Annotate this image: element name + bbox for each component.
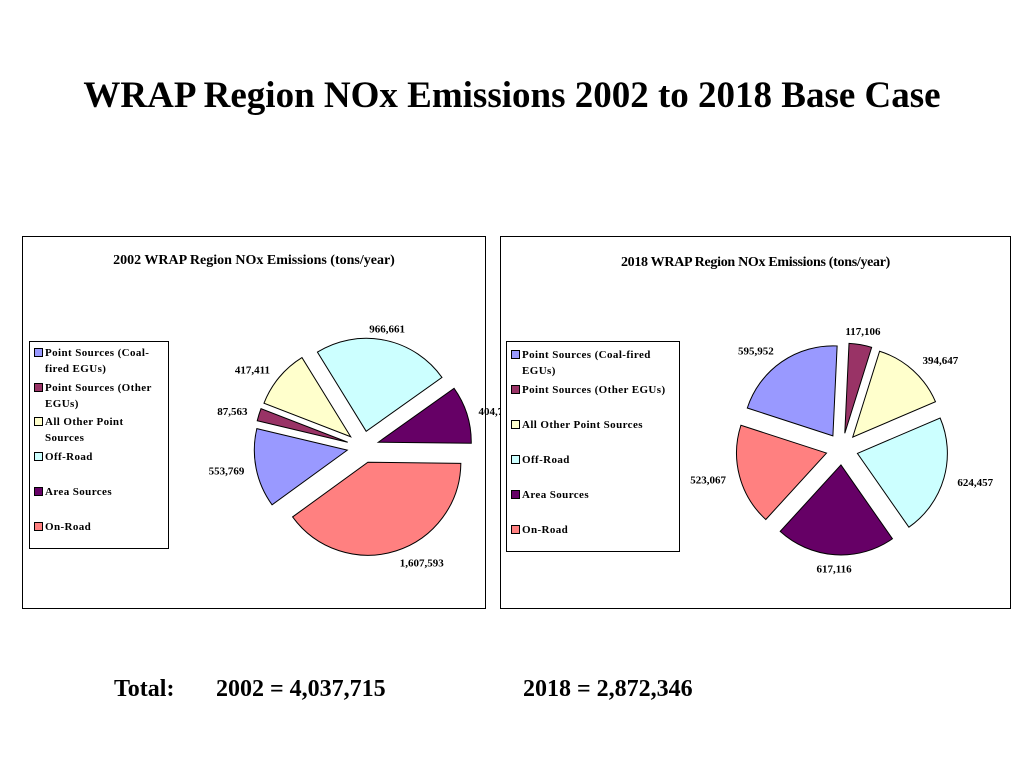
legend-item: Point Sources (Other EGUs) bbox=[34, 380, 162, 412]
legend-label: Off-Road bbox=[522, 454, 570, 466]
legend-item: Off-Road bbox=[34, 449, 162, 465]
data-label: 117,106 bbox=[845, 326, 881, 338]
legend-2018: Point Sources (Coal-fired EGUs) Point So… bbox=[506, 341, 680, 552]
data-label: 1,607,593 bbox=[400, 557, 445, 569]
data-label: 394,647 bbox=[922, 355, 958, 367]
data-label: 417,411 bbox=[235, 365, 270, 377]
legend-item: Off-Road bbox=[511, 452, 676, 468]
legend-swatch bbox=[511, 490, 520, 499]
legend-label: On-Road bbox=[45, 521, 92, 533]
total-label: Total: bbox=[114, 676, 175, 702]
pie-slice bbox=[736, 424, 828, 521]
data-label: 553,769 bbox=[209, 466, 245, 478]
pie-slice bbox=[844, 342, 873, 434]
legend-label: All Other Point Sources bbox=[522, 419, 643, 431]
legend-item: On-Road bbox=[34, 519, 162, 535]
pie-slice bbox=[746, 345, 838, 437]
chart-title-2018: 2018 WRAP Region NOx Emissions (tons/yea… bbox=[620, 255, 891, 270]
legend-2002: Point Sources (Coal-fired EGUs) Point So… bbox=[29, 341, 169, 549]
legend-swatch bbox=[34, 417, 43, 426]
legend-swatch bbox=[511, 420, 520, 429]
pie-slice bbox=[263, 356, 352, 438]
legend-swatch bbox=[34, 452, 43, 461]
legend-item: On-Road bbox=[511, 522, 676, 538]
data-label: 87,563 bbox=[217, 406, 248, 418]
legend-label: All Other Point Sources bbox=[45, 416, 124, 444]
legend-label: On-Road bbox=[522, 524, 569, 536]
pie-slice bbox=[779, 464, 894, 556]
pie-2002: 553,76987,563417,411966,661404,7181,607,… bbox=[209, 323, 515, 569]
legend-swatch bbox=[34, 522, 43, 531]
legend-label: Off-Road bbox=[45, 451, 93, 463]
legend-swatch bbox=[34, 487, 43, 496]
legend-swatch bbox=[34, 348, 43, 357]
total-2002: 2002 = 4,037,715 bbox=[216, 676, 386, 702]
legend-item: Point Sources (Coal-fired EGUs) bbox=[34, 345, 162, 377]
legend-item: Point Sources (Other EGUs) bbox=[511, 382, 676, 398]
slide-title: WRAP Region NOx Emissions 2002 to 2018 B… bbox=[83, 75, 941, 116]
legend-item: All Other Point Sources bbox=[34, 414, 162, 446]
data-label: 595,952 bbox=[738, 345, 774, 357]
legend-swatch bbox=[511, 385, 520, 394]
legend-label: Point Sources (Other EGUs) bbox=[45, 382, 152, 410]
pie-slice bbox=[256, 407, 348, 443]
legend-swatch bbox=[34, 383, 43, 392]
legend-swatch bbox=[511, 525, 520, 534]
pie-slice bbox=[376, 387, 472, 444]
legend-label: Point Sources (Other EGUs) bbox=[522, 384, 666, 396]
data-label: 617,116 bbox=[817, 564, 853, 576]
pie-2018: 595,952 117,106 394,647 624,457 617,116 523,0… bbox=[690, 326, 993, 576]
pie-slice bbox=[856, 417, 948, 528]
data-label: 523,067 bbox=[690, 475, 726, 487]
legend-item: Area Sources bbox=[511, 487, 676, 503]
total-2018: 2018 = 2,872,346 bbox=[523, 676, 693, 702]
pie-slice bbox=[253, 428, 349, 506]
chart-title-2002: 2002 WRAP Region NOx Emissions (tons/yea… bbox=[113, 253, 395, 268]
legend-item: Area Sources bbox=[34, 484, 162, 500]
legend-swatch bbox=[511, 455, 520, 464]
legend-swatch bbox=[511, 350, 520, 359]
pie-slice bbox=[851, 350, 937, 439]
chart-2018: 2018 WRAP Region NOx Emissions (tons/yea… bbox=[500, 236, 1011, 609]
legend-item: All Other Point Sources bbox=[511, 417, 676, 433]
data-label: 966,661 bbox=[369, 323, 405, 335]
legend-label: Area Sources bbox=[522, 489, 590, 501]
legend-label: Area Sources bbox=[45, 486, 113, 498]
pie-slice bbox=[291, 461, 462, 556]
data-label: 624,457 bbox=[957, 477, 993, 489]
pie-slice bbox=[316, 337, 443, 433]
legend-label: Point Sources (Coal-fired EGUs) bbox=[45, 347, 150, 375]
legend-label: Point Sources (Coal-fired EGUs) bbox=[522, 349, 651, 377]
chart-2002: 2002 WRAP Region NOx Emissions (tons/yea… bbox=[22, 236, 515, 609]
legend-item: Point Sources (Coal-fired EGUs) bbox=[511, 347, 676, 379]
